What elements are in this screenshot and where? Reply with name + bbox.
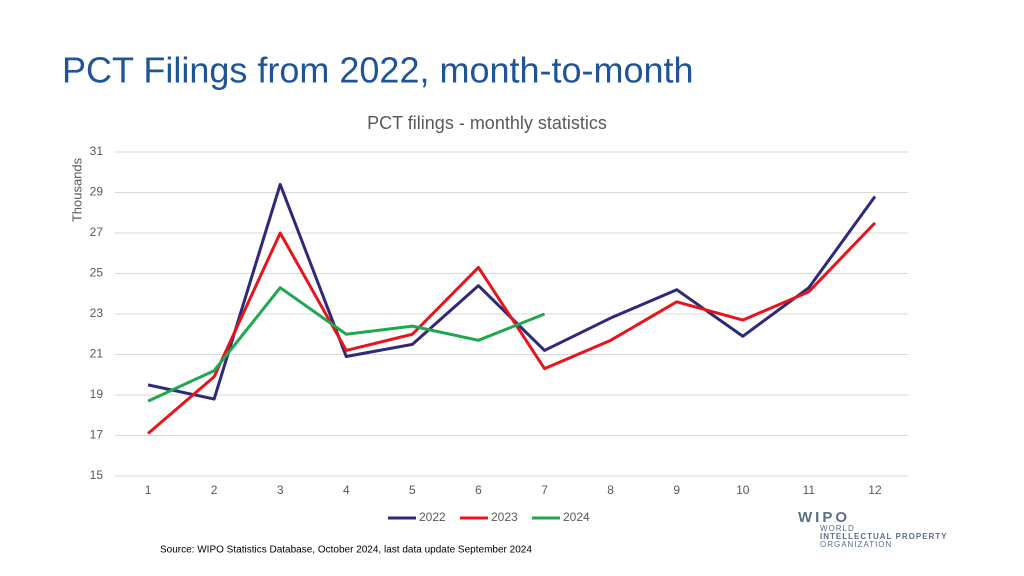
- x-tick-label: 5: [409, 483, 416, 497]
- x-tick-label: 6: [475, 483, 482, 497]
- series-line: [147, 286, 546, 403]
- logo-line: ORGANIZATION: [820, 540, 892, 549]
- x-tick-label: 2: [211, 483, 218, 497]
- y-tick-label: 23: [90, 306, 104, 320]
- y-tick-label: 17: [90, 428, 104, 442]
- x-tick-label: 3: [277, 483, 284, 497]
- x-tick-label: 8: [607, 483, 614, 497]
- legend-label: 2023: [491, 510, 518, 524]
- y-tick-label: 19: [90, 387, 104, 401]
- logo-name: WIPO: [798, 509, 850, 526]
- x-tick-label: 9: [673, 483, 680, 497]
- y-tick-label: 29: [90, 185, 104, 199]
- source: Source: WIPO Statistics Database, Octobe…: [160, 545, 532, 556]
- x-tick-label: 4: [343, 483, 350, 497]
- chart-title: PCT filings - monthly statistics: [367, 113, 607, 133]
- x-tick-label: 1: [145, 483, 152, 497]
- x-tick-label: 12: [868, 483, 882, 497]
- series-line: [147, 221, 877, 435]
- y-axis-label: Thousands: [69, 157, 84, 222]
- slide-title: PCT Filings from 2022, month-to-month: [62, 50, 694, 91]
- y-tick-label: 25: [90, 266, 104, 280]
- y-tick-label: 27: [90, 225, 104, 239]
- legend-label: 2022: [419, 510, 446, 524]
- legend-label: 2024: [563, 510, 590, 524]
- x-tick-label: 7: [541, 483, 548, 497]
- x-tick-label: 10: [736, 483, 750, 497]
- y-tick-label: 21: [90, 347, 104, 361]
- y-tick-label: 31: [90, 144, 104, 158]
- x-tick-label: 11: [803, 483, 816, 497]
- logo-line: WORLD: [820, 524, 855, 533]
- y-tick-label: 15: [90, 468, 104, 482]
- logo-line: INTELLECTUAL PROPERTY: [820, 532, 948, 541]
